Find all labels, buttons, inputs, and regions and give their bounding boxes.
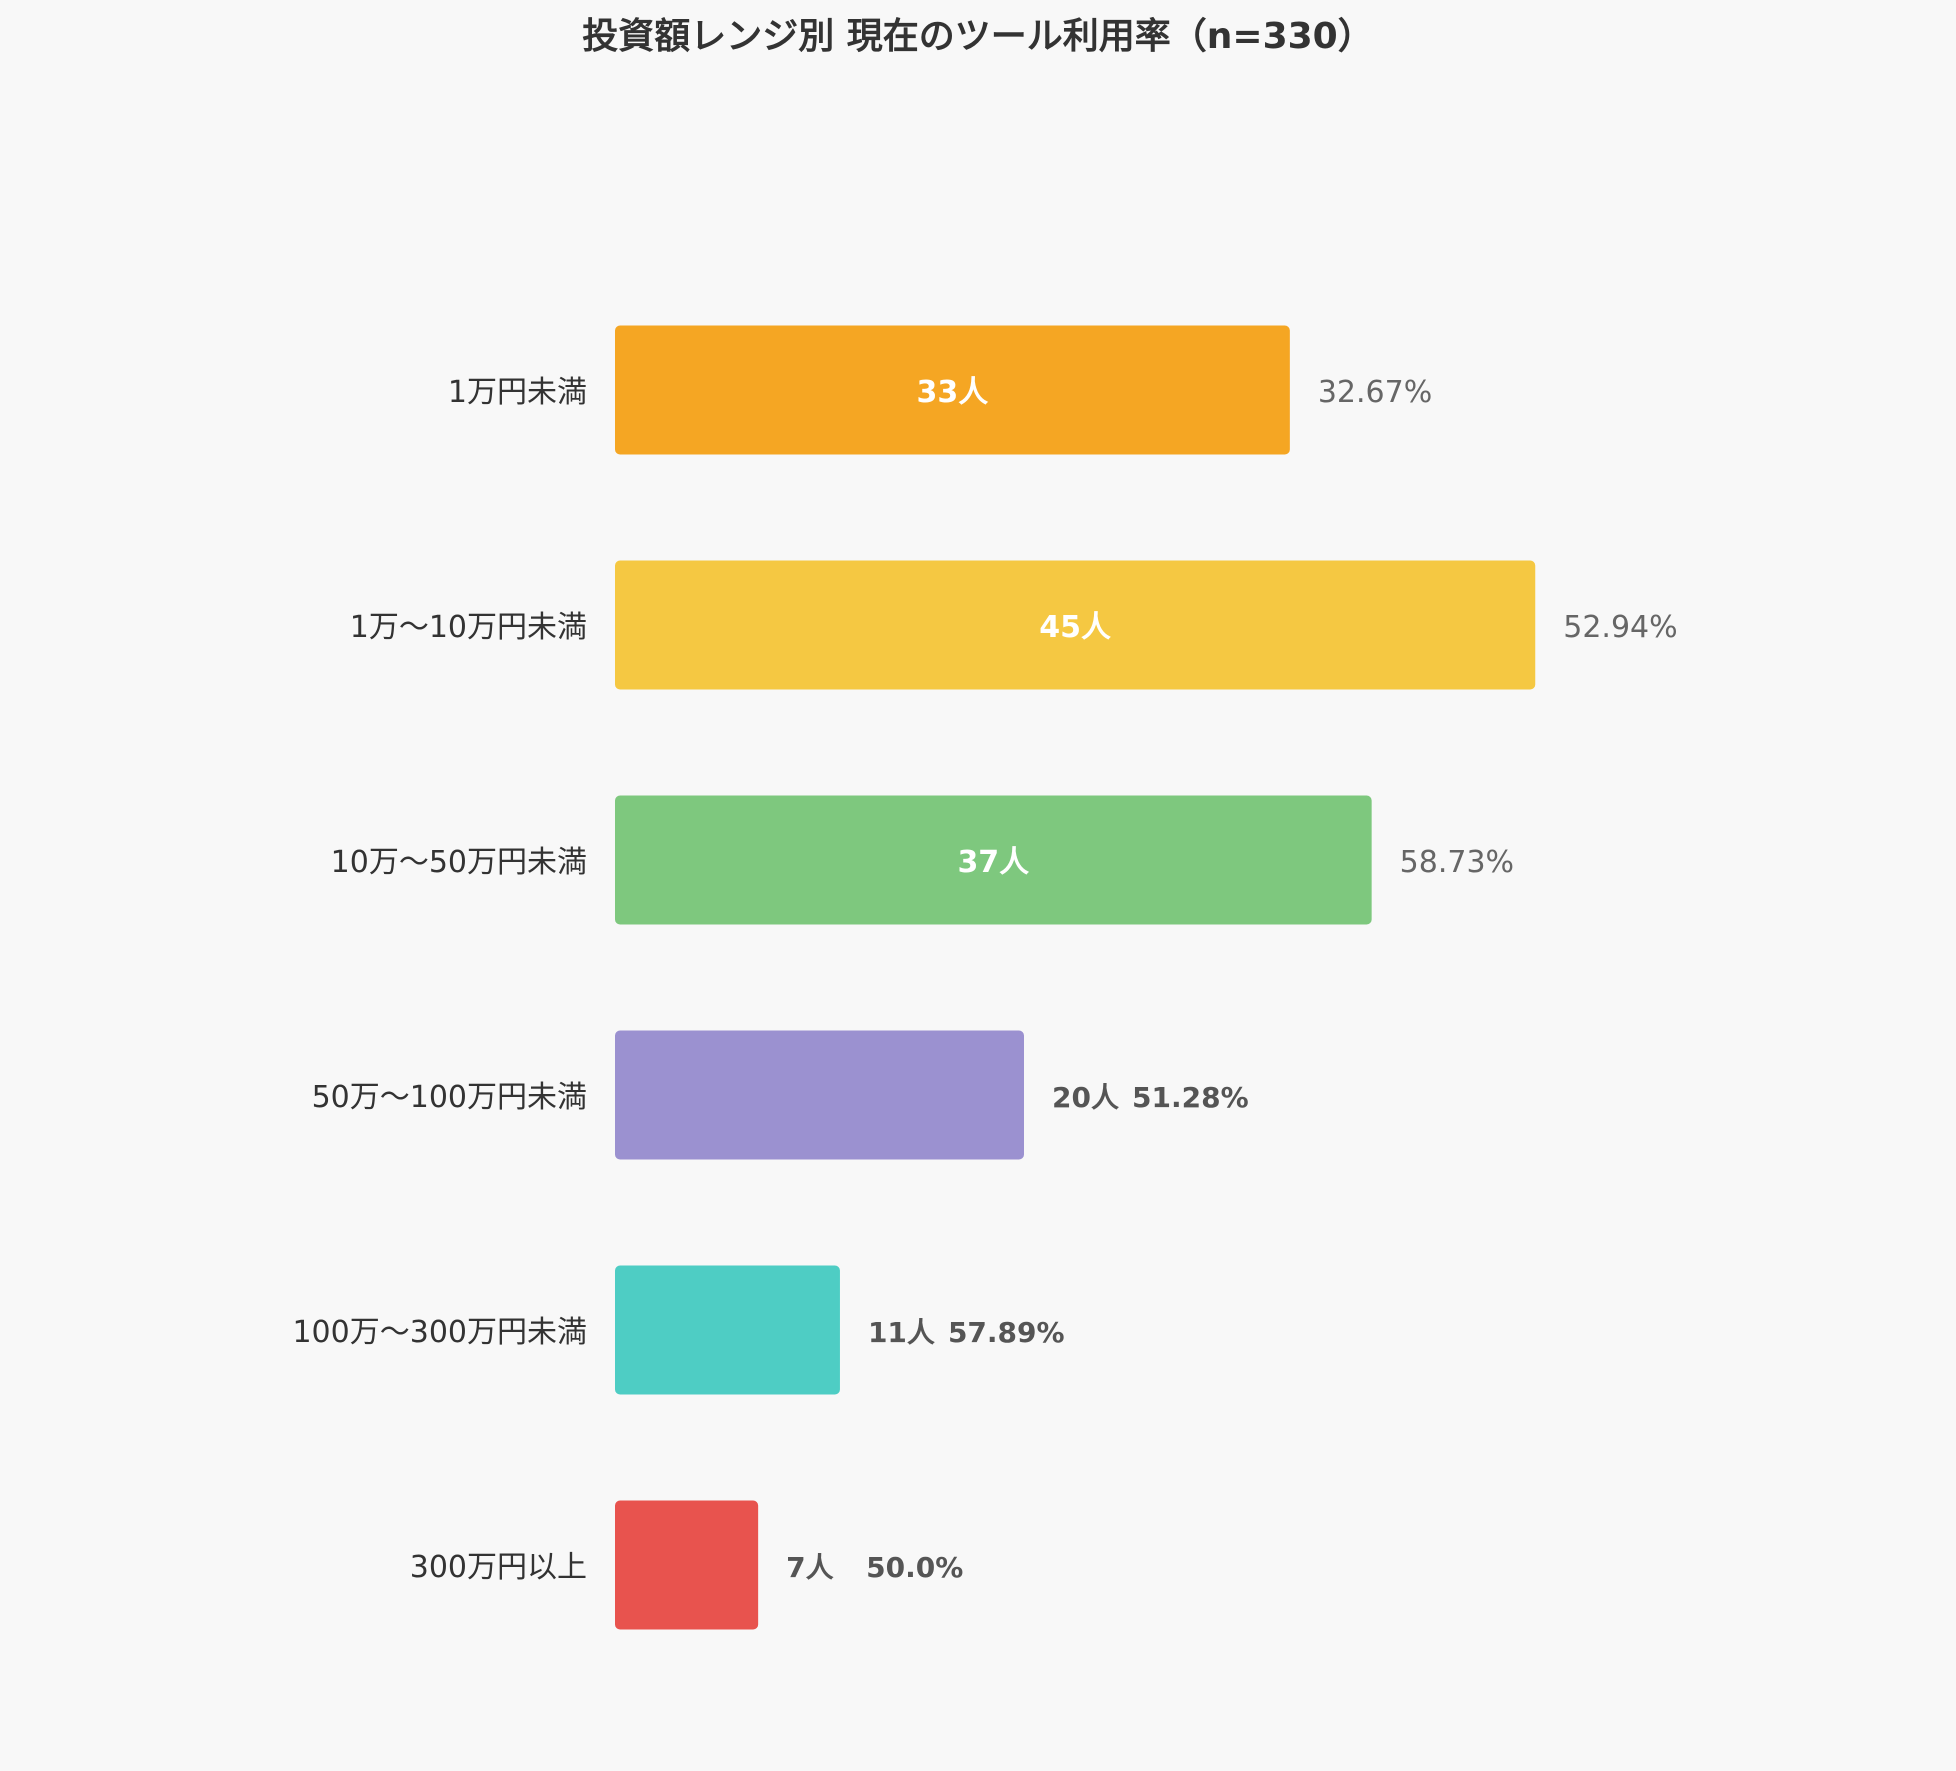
bar-row: 50万〜100万円未満 20人 51.28% xyxy=(312,1030,1249,1160)
bars-layer: 1万円未満 33人 32.67% 1万〜10万円未満 45人 52.94% 10万〜50万円… xyxy=(292,325,1678,1630)
bar-row: 100万〜300万円未満 11人 57.89% xyxy=(292,1265,1065,1395)
bar xyxy=(615,1030,1024,1160)
bar-row: 10万〜50万円未満 37人 58.73% xyxy=(331,795,1514,925)
rate-label: 52.94% xyxy=(1563,610,1677,645)
rate-label: 58.73% xyxy=(1400,845,1514,880)
rate-label: 32.67% xyxy=(1318,375,1432,410)
count-label: 45人 xyxy=(1039,610,1111,645)
count-label: 37人 xyxy=(957,845,1029,880)
bar xyxy=(615,560,1536,690)
category-label: 100万〜300万円未満 xyxy=(292,1315,587,1350)
chart-title: 投資額レンジ別 現在のツール利用率（n=330） xyxy=(582,16,1373,57)
count-label: 20人 xyxy=(1052,1081,1119,1114)
bar xyxy=(615,1500,759,1630)
rate-label: 50.0% xyxy=(866,1551,963,1584)
category-label: 10万〜50万円未満 xyxy=(331,845,587,880)
bar-row: 1万〜10万円未満 45人 52.94% xyxy=(350,560,1678,690)
bar xyxy=(615,1265,840,1395)
count-label: 7人 xyxy=(786,1551,833,1584)
count-label: 33人 xyxy=(917,375,989,410)
category-label: 1万円未満 xyxy=(448,375,587,410)
bar-row: 1万円未満 33人 32.67% xyxy=(448,325,1432,455)
category-label: 1万〜10万円未満 xyxy=(350,610,587,645)
rate-label: 51.28% xyxy=(1132,1081,1249,1114)
rate-label: 57.89% xyxy=(948,1316,1065,1349)
count-label: 11人 xyxy=(868,1316,935,1349)
bar-row: 300万円以上 7人 50.0% xyxy=(410,1500,963,1630)
category-label: 300万円以上 xyxy=(410,1550,587,1585)
bar xyxy=(615,325,1290,455)
category-label: 50万〜100万円未満 xyxy=(312,1080,587,1115)
bar xyxy=(615,795,1372,925)
